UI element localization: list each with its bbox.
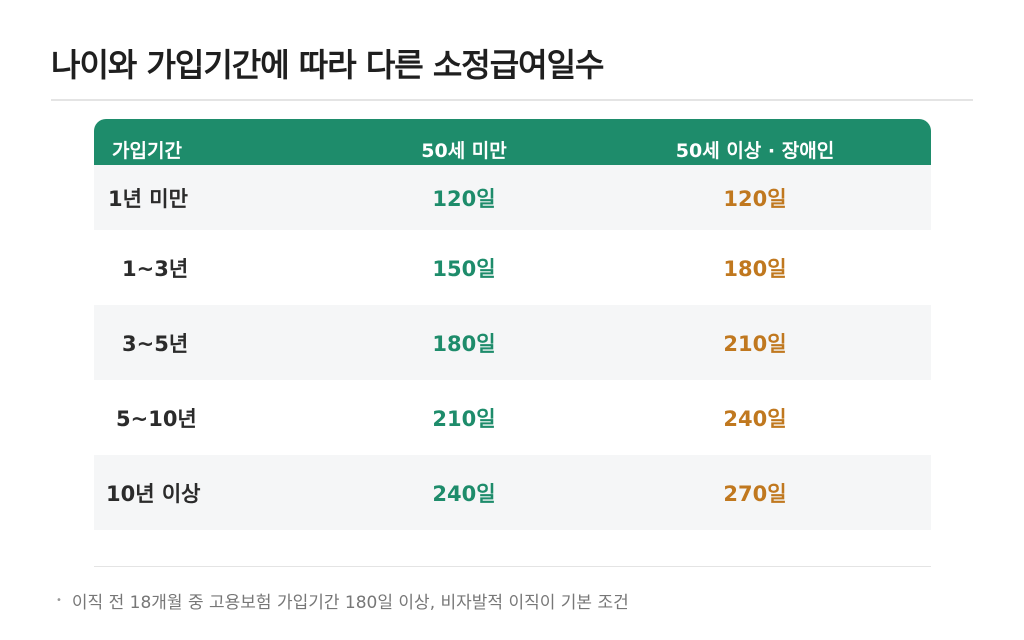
cell-period: 10년 이상 [106, 481, 201, 506]
cell-over50: 210일 [723, 331, 787, 356]
cell-over50: 270일 [723, 481, 787, 506]
cell-period: 5~10년 [116, 406, 197, 431]
cell-under50: 120일 [432, 186, 496, 211]
cell-under50: 180일 [432, 331, 496, 356]
page-title: 나이와 가입기간에 따라 다른 소정급여일수 [51, 46, 604, 84]
footnote: • 이직 전 18개월 중 고용보험 가입기간 180일 이상, 비자발적 이직… [56, 588, 629, 613]
table-row: 1년 미만 120일 120일 [94, 165, 931, 230]
header-period: 가입기간 [112, 140, 182, 162]
cell-over50: 180일 [723, 256, 787, 281]
footer-divider [94, 566, 931, 567]
cell-over50: 120일 [723, 186, 787, 211]
table-row: 1~3년 150일 180일 [94, 230, 931, 305]
title-divider [51, 99, 973, 101]
table-row: 10년 이상 240일 270일 [94, 455, 931, 530]
cell-under50: 150일 [432, 256, 496, 281]
footnote-text: 이직 전 18개월 중 고용보험 가입기간 180일 이상, 비자발적 이직이 … [71, 593, 629, 613]
header-under50: 50세 미만 [421, 140, 507, 162]
cell-over50: 240일 [723, 406, 787, 431]
table-row: 3~5년 180일 210일 [94, 305, 931, 380]
cell-period: 1년 미만 [108, 186, 188, 211]
cell-under50: 210일 [432, 406, 496, 431]
bullet-icon: • [56, 595, 62, 606]
table-row: 5~10년 210일 240일 [94, 380, 931, 455]
cell-under50: 240일 [432, 481, 496, 506]
cell-period: 3~5년 [122, 331, 189, 356]
benefit-days-table: 가입기간 50세 미만 50세 이상 · 장애인 1년 미만 120일 120일… [94, 119, 931, 530]
cell-period: 1~3년 [122, 256, 189, 281]
header-over50: 50세 이상 · 장애인 [675, 140, 835, 162]
table-header: 가입기간 50세 미만 50세 이상 · 장애인 [94, 119, 931, 165]
